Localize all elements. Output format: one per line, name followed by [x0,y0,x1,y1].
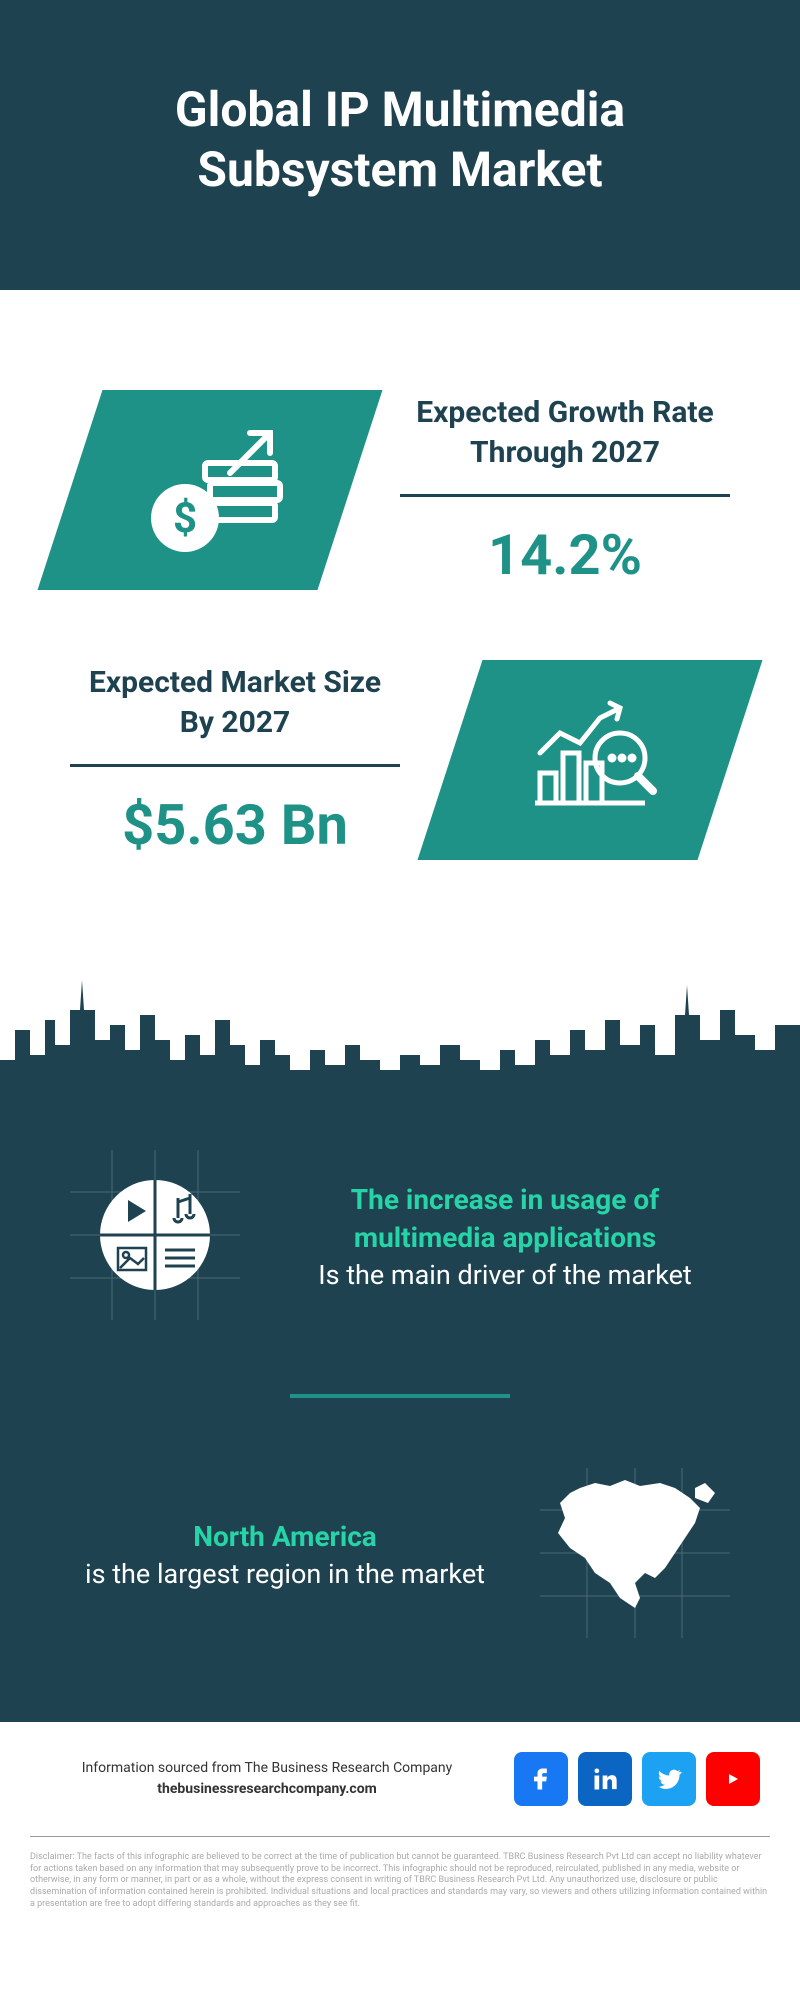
market-text: Expected Market Size By 2027 $5.63 Bn [70,663,400,858]
twitter-icon[interactable] [642,1752,696,1806]
dark-section: The increase in usage of multimedia appl… [0,1110,800,1722]
north-america-map-icon [540,1468,730,1638]
divider [400,494,730,497]
driver-row: The increase in usage of multimedia appl… [70,1150,730,1324]
linkedin-icon[interactable] [578,1752,632,1806]
region-sub: is the largest region in the market [70,1556,500,1592]
region-text: North America is the largest region in t… [70,1518,500,1592]
multimedia-icon [70,1150,240,1320]
spacer [0,290,800,330]
driver-sub: Is the main driver of the market [280,1257,730,1293]
skyline-graphic [0,970,800,1110]
stats-section: $ Expected Growth Rate Through 2027 14.2… [0,330,800,970]
section-divider [290,1394,510,1398]
growth-rate-stat: $ Expected Growth Rate Through 2027 14.2… [70,390,730,590]
map-icon-box [540,1468,730,1642]
region-highlight: North America [70,1518,500,1556]
multimedia-icon-box [70,1150,240,1324]
driver-highlight: The increase in usage of multimedia appl… [280,1181,730,1257]
divider [70,764,400,767]
source-url: thebusinessresearchcompany.com [40,1779,494,1800]
source-line: Information sourced from The Business Re… [40,1758,494,1779]
chart-search-icon [515,693,665,823]
market-label: Expected Market Size By 2027 [70,663,400,744]
driver-text: The increase in usage of multimedia appl… [280,1181,730,1293]
market-size-stat: Expected Market Size By 2027 $5.63 Bn [70,660,730,860]
growth-label: Expected Growth Rate Through 2027 [400,393,730,474]
facebook-icon[interactable] [514,1752,568,1806]
growth-value: 14.2% [400,522,730,588]
growth-icon-box: $ [38,390,383,590]
social-icons [514,1752,760,1806]
disclaimer: Disclaimer: The facts of this infographi… [30,1836,770,1910]
source-text: Information sourced from The Business Re… [40,1758,494,1800]
market-icon-box [418,660,763,860]
page-title: Global IP Multimedia Subsystem Market [60,80,740,200]
growth-text: Expected Growth Rate Through 2027 14.2% [400,393,730,588]
region-row: North America is the largest region in t… [70,1468,730,1642]
market-value: $5.63 Bn [70,792,400,858]
svg-text:$: $ [173,494,197,543]
footer: Information sourced from The Business Re… [0,1722,800,1826]
header: Global IP Multimedia Subsystem Market [0,0,800,290]
youtube-icon[interactable] [706,1752,760,1806]
money-growth-icon: $ [135,418,285,558]
